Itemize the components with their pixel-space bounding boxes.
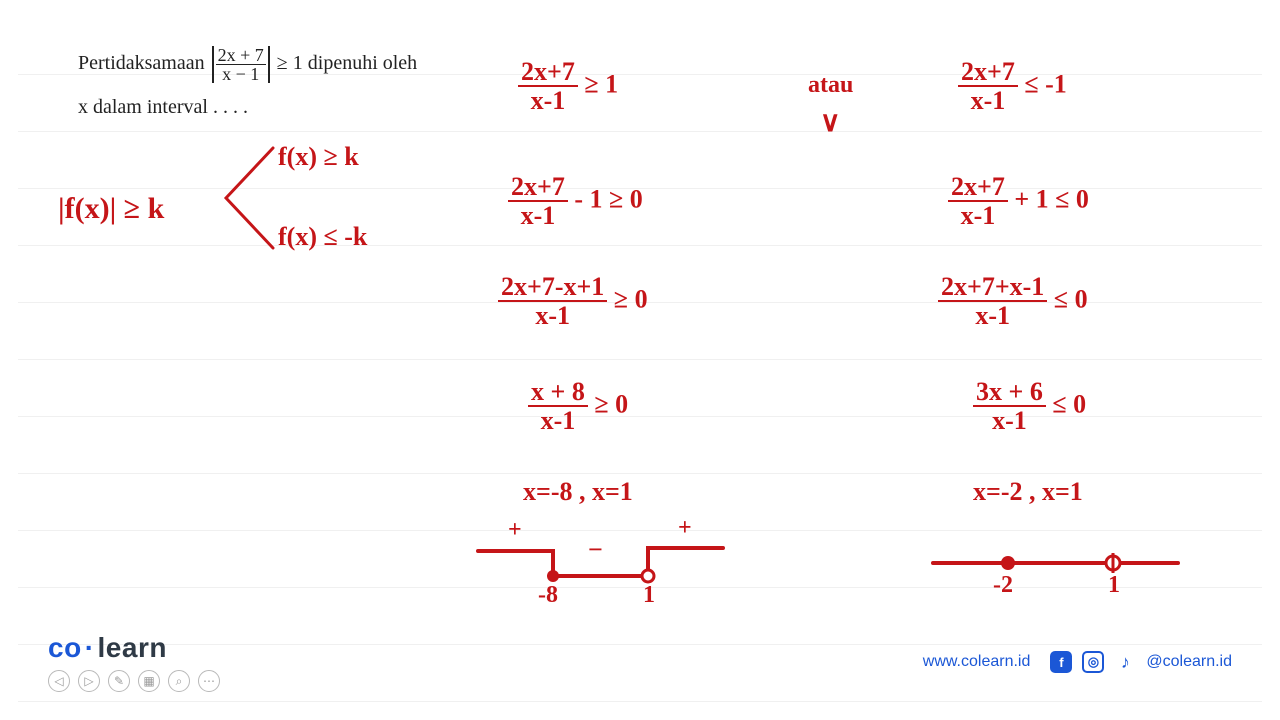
- logo-dot-icon: ·: [85, 632, 95, 663]
- colB-row1: 2x+7x-1 ≤ -1: [958, 58, 1067, 115]
- problem-line2: x dalam interval . . . .: [78, 93, 417, 121]
- colB-tick1: -2: [993, 573, 1013, 598]
- hand-branch1: f(x) ≥ k: [278, 143, 359, 170]
- play-icon[interactable]: ▷: [78, 670, 100, 692]
- colB-roots: x=-2 , x=1: [973, 478, 1083, 505]
- social-handle[interactable]: @colearn.id: [1146, 653, 1232, 671]
- instagram-icon[interactable]: ◎: [1082, 651, 1104, 673]
- zoom-icon[interactable]: ⌕: [168, 670, 190, 692]
- hand-abs-rule: |f(x)| ≥ k: [58, 193, 164, 225]
- brand-logo: co·learn: [48, 632, 220, 664]
- logo-learn: learn: [98, 632, 167, 663]
- problem-statement: Pertidaksamaan 2x + 7 x − 1 ≥ 1 dipenuhi…: [78, 46, 417, 121]
- colB-tick2: 1: [1108, 573, 1120, 598]
- colA-row4: x + 8x-1 ≥ 0: [528, 378, 628, 435]
- middle-atau: atau: [808, 73, 853, 98]
- page-canvas: Pertidaksamaan 2x + 7 x − 1 ≥ 1 dipenuhi…: [18, 18, 1262, 702]
- grid-icon[interactable]: ▦: [138, 670, 160, 692]
- problem-text-a: Pertidaksamaan: [78, 52, 210, 74]
- social-icons: f ◎ ♪ @colearn.id: [1050, 651, 1232, 673]
- branch-angle: [218, 138, 278, 258]
- colA-sign-mid: −: [588, 536, 603, 563]
- abs-fraction: 2x + 7 x − 1: [210, 46, 272, 83]
- colA-row3: 2x+7-x+1x-1 ≥ 0: [498, 273, 648, 330]
- logo-co: co: [48, 632, 82, 663]
- colB-row2: 2x+7x-1 + 1 ≤ 0: [948, 173, 1089, 230]
- colA-tick2: 1: [643, 583, 655, 608]
- edit-icon[interactable]: ✎: [108, 670, 130, 692]
- colA-tick1: -8: [538, 583, 558, 608]
- footer-left: co·learn ◁ ▷ ✎ ▦ ⌕ ⋯: [48, 632, 220, 692]
- player-controls: ◁ ▷ ✎ ▦ ⌕ ⋯: [48, 670, 220, 692]
- problem-text-b: ≥ 1 dipenuhi oleh: [277, 52, 417, 74]
- colA-sign-left: +: [508, 518, 522, 543]
- more-icon[interactable]: ⋯: [198, 670, 220, 692]
- prev-icon[interactable]: ◁: [48, 670, 70, 692]
- colA-row1: 2x+7x-1 ≥ 1: [518, 58, 618, 115]
- frac-num: 2x + 7: [216, 46, 266, 65]
- colA-sign-right: +: [678, 516, 692, 541]
- colA-roots: x=-8 , x=1: [523, 478, 633, 505]
- frac-den: x − 1: [220, 65, 261, 83]
- colB-sign-diagram: [928, 533, 1188, 603]
- tiktok-icon[interactable]: ♪: [1114, 651, 1136, 673]
- hand-branch2: f(x) ≤ -k: [278, 223, 367, 250]
- footer-url[interactable]: www.colearn.id: [923, 653, 1031, 671]
- colA-row2: 2x+7x-1 - 1 ≥ 0: [508, 173, 643, 230]
- middle-or: ∨: [820, 108, 841, 137]
- colB-row4: 3x + 6x-1 ≤ 0: [973, 378, 1086, 435]
- colB-row3: 2x+7+x-1x-1 ≤ 0: [938, 273, 1088, 330]
- footer-right: www.colearn.id f ◎ ♪ @colearn.id: [923, 651, 1232, 673]
- facebook-icon[interactable]: f: [1050, 651, 1072, 673]
- footer: co·learn ◁ ▷ ✎ ▦ ⌕ ⋯ www.colearn.id f ◎ …: [48, 632, 1232, 692]
